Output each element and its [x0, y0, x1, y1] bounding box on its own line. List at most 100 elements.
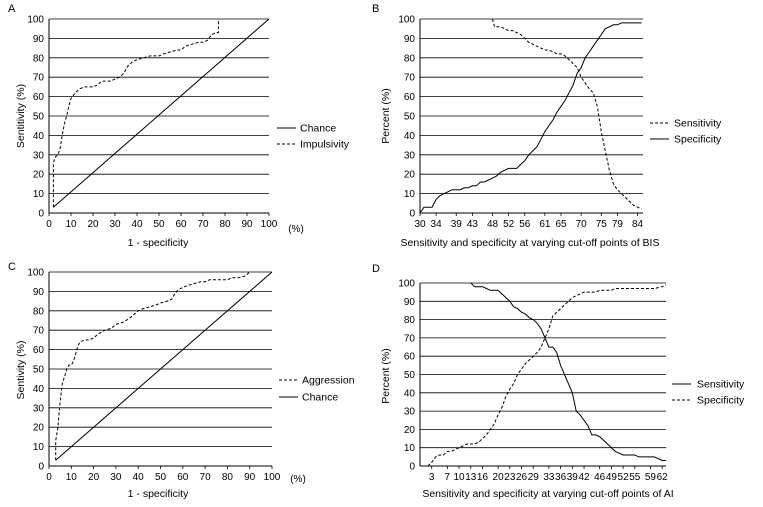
legend-label: Impulsivity — [300, 139, 350, 151]
y-tick-label: 30 — [33, 150, 45, 161]
x-tick-label: 84 — [632, 219, 644, 230]
x-tick-label: 49 — [606, 472, 618, 483]
y-tick-label: 50 — [404, 370, 416, 381]
y-tick-label: 20 — [33, 170, 45, 181]
y-tick-label: 10 — [404, 443, 416, 454]
series-line-aggression — [55, 271, 251, 461]
x-axis-label: Sensitivity and specificity at varying c… — [422, 488, 673, 500]
x-tick-label: 34 — [431, 219, 443, 230]
y-tick-label: 0 — [409, 462, 415, 473]
x-tick-label: 56 — [519, 219, 531, 230]
x-tick-label: 70 — [200, 472, 212, 483]
legend-label: Chance — [300, 123, 336, 135]
x-tick-label: 52 — [618, 472, 630, 483]
y-tick-label: 70 — [404, 333, 416, 344]
x-tick-label: 90 — [244, 472, 256, 483]
y-axis-label: Percent (%) — [380, 348, 392, 403]
y-tick-label: 60 — [404, 92, 416, 103]
legend-label: Sensitivity — [674, 118, 722, 130]
panel-label: A — [8, 3, 16, 15]
x-tick-label: 79 — [612, 219, 624, 230]
legend-label: Chance — [302, 392, 338, 404]
x-tick-label: 61 — [539, 219, 551, 230]
panel-label: B — [372, 3, 379, 15]
x-tick-label: 55 — [629, 472, 641, 483]
x-tick-label: 42 — [578, 472, 590, 483]
x-tick-label: 20 — [88, 472, 100, 483]
x-tick-label: 80 — [222, 472, 234, 483]
x-tick-label: 70 — [197, 219, 209, 230]
panel-label: C — [8, 261, 16, 273]
y-tick-label: 50 — [33, 112, 45, 123]
panel-c: C Sentivity (%) 1 - specificity (%) 0 10 2… — [8, 261, 355, 500]
legend-label: Aggression — [302, 375, 355, 387]
panel-label: D — [372, 263, 380, 275]
x-tick-label: 10 — [66, 472, 78, 483]
x-axis-unit: (%) — [288, 224, 304, 235]
x-tick-label: 80 — [219, 219, 231, 230]
series-line-specificity — [419, 22, 642, 214]
x-tick-label: 75 — [596, 219, 608, 230]
y-tick-label: 90 — [33, 34, 45, 45]
series-line-sensitivity — [470, 282, 667, 461]
y-tick-label: 50 — [33, 365, 45, 376]
legend-label: Specificity — [674, 134, 722, 146]
y-tick-label: 40 — [33, 384, 45, 395]
x-axis-label: 1 - specificity — [128, 237, 189, 249]
y-tick-label: 100 — [398, 279, 415, 290]
x-tick-label: 26 — [516, 472, 528, 483]
y-tick-label: 20 — [404, 170, 416, 181]
legend-label: Sensitivity — [697, 379, 745, 391]
x-axis-unit: (%) — [290, 474, 306, 485]
y-tick-label: 10 — [33, 189, 45, 200]
series-line-chance — [53, 18, 270, 208]
y-tick-label: 20 — [33, 423, 45, 434]
x-tick-label: 7 — [445, 472, 451, 483]
y-tick-label: 80 — [33, 53, 45, 64]
x-tick-label: 70 — [576, 219, 588, 230]
x-tick-label: 43 — [467, 219, 479, 230]
x-tick-label: 20 — [493, 472, 505, 483]
y-tick-label: 30 — [404, 407, 416, 418]
y-tick-label: 10 — [33, 442, 45, 453]
x-tick-label: 30 — [110, 472, 122, 483]
y-tick-label: 30 — [33, 403, 45, 414]
y-tick-label: 10 — [404, 189, 416, 200]
x-tick-label: 40 — [133, 472, 145, 483]
y-tick-label: 100 — [398, 15, 415, 26]
x-tick-label: 29 — [528, 472, 540, 483]
x-tick-label: 62 — [657, 472, 669, 483]
x-tick-label: 0 — [46, 219, 52, 230]
x-tick-label: 30 — [414, 219, 426, 230]
y-tick-label: 40 — [404, 388, 416, 399]
panel-d: D Percent (%) Sensitivity and specificit… — [372, 263, 745, 500]
series-line-sensitivity — [492, 18, 642, 210]
x-tick-label: 16 — [477, 472, 489, 483]
y-tick-label: 0 — [38, 462, 44, 473]
x-tick-label: 40 — [131, 219, 143, 230]
y-tick-label: 90 — [404, 34, 416, 45]
y-tick-label: 30 — [404, 150, 416, 161]
x-tick-label: 50 — [153, 219, 165, 230]
y-tick-label: 70 — [404, 73, 416, 84]
x-tick-label: 90 — [241, 219, 253, 230]
y-tick-label: 100 — [27, 268, 44, 279]
x-tick-label: 39 — [451, 219, 463, 230]
y-axis-label: Percent (%) — [380, 88, 392, 143]
x-tick-label: 13 — [465, 472, 477, 483]
y-tick-label: 90 — [33, 287, 45, 298]
legend-label: Specificity — [697, 395, 745, 407]
y-tick-label: 0 — [38, 209, 44, 220]
y-tick-label: 100 — [27, 15, 44, 26]
y-tick-label: 60 — [404, 352, 416, 363]
series-line-chance — [55, 271, 273, 461]
y-tick-label: 90 — [404, 297, 416, 308]
y-tick-label: 70 — [33, 326, 45, 337]
x-axis-label: Sensitivity and specificity at varying c… — [401, 237, 660, 249]
y-tick-label: 0 — [409, 209, 415, 220]
panel-b: B Percent (%) Sensitivity and specificit… — [372, 3, 722, 249]
y-tick-label: 80 — [404, 315, 416, 326]
y-tick-label: 60 — [33, 345, 45, 356]
y-axis-label: Sentitivity (%) — [15, 84, 27, 148]
y-tick-label: 20 — [404, 425, 416, 436]
